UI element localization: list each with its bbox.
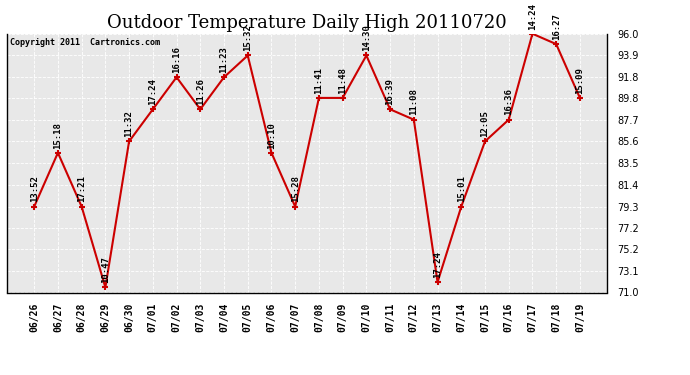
Text: 17:24: 17:24 [433,251,442,278]
Title: Outdoor Temperature Daily High 20110720: Outdoor Temperature Daily High 20110720 [107,14,507,32]
Text: 11:41: 11:41 [315,67,324,94]
Text: 13:52: 13:52 [30,176,39,202]
Text: 11:08: 11:08 [409,88,418,116]
Text: Copyright 2011  Cartronics.com: Copyright 2011 Cartronics.com [10,38,160,46]
Text: 16:36: 16:36 [504,88,513,116]
Text: 12:05: 12:05 [480,110,489,137]
Text: 11:23: 11:23 [219,46,228,73]
Text: 17:21: 17:21 [77,176,86,202]
Text: 10:10: 10:10 [267,122,276,148]
Text: 10:47: 10:47 [101,256,110,283]
Text: 16:16: 16:16 [172,46,181,73]
Text: 11:26: 11:26 [196,78,205,105]
Text: 16:27: 16:27 [552,13,561,40]
Text: 16:39: 16:39 [386,78,395,105]
Text: 11:48: 11:48 [338,67,347,94]
Text: 14:24: 14:24 [528,3,537,30]
Text: 15:32: 15:32 [244,24,253,51]
Text: 15:09: 15:09 [575,67,584,94]
Text: 15:18: 15:18 [53,122,62,148]
Text: 14:30: 14:30 [362,24,371,51]
Text: 11:32: 11:32 [125,110,134,137]
Text: 17:24: 17:24 [148,78,157,105]
Text: 15:28: 15:28 [290,176,299,202]
Text: 15:01: 15:01 [457,176,466,202]
